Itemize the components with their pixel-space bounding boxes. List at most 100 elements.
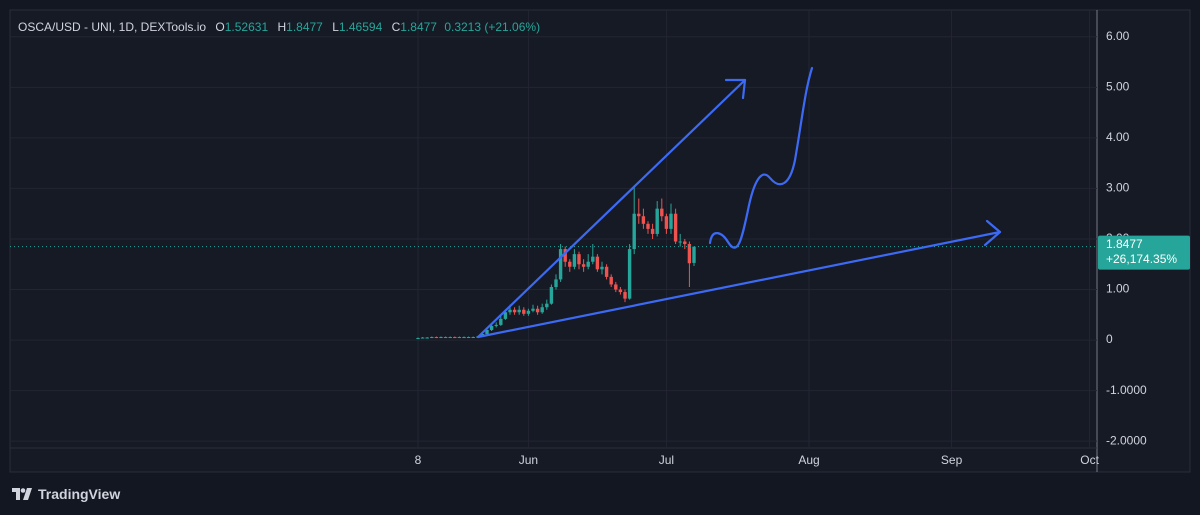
open-value: 1.52631	[224, 20, 269, 34]
symbol: OSCA/USD - UNI, 1D, DEXTools.io	[18, 20, 207, 34]
candle-body	[572, 254, 577, 267]
candle-body	[517, 309, 521, 313]
y-tick-label: 5.00	[1106, 80, 1130, 94]
candle-body	[558, 249, 563, 280]
candle-body	[595, 256, 600, 270]
candle-body	[641, 216, 646, 224]
y-tick-label: -2.0000	[1106, 433, 1147, 447]
x-tick-label: Sep	[941, 453, 963, 467]
candle-body	[489, 325, 494, 330]
candles	[10, 185, 1097, 340]
candle-body	[673, 213, 678, 242]
candle-body	[430, 337, 434, 339]
x-tick-label: 8	[415, 453, 422, 467]
high-value: 1.8477	[286, 20, 323, 34]
trend-line	[476, 230, 1002, 339]
candle-body	[678, 241, 682, 243]
trend-line	[476, 78, 747, 339]
low-key: L	[332, 20, 339, 34]
close-key: C	[391, 20, 401, 34]
candle-body	[646, 223, 650, 229]
candle-body	[535, 308, 540, 313]
candle-body	[655, 208, 659, 234]
candle-body	[462, 337, 466, 339]
candle-body	[554, 279, 558, 287]
candle-body	[627, 249, 632, 299]
candle-body	[494, 324, 498, 326]
x-tick-label: Jul	[659, 453, 674, 467]
change: 0.3213 (+21.06%)	[444, 20, 541, 34]
arrow-head	[983, 219, 1002, 247]
candle-body	[591, 256, 595, 262]
candle-body	[485, 329, 489, 335]
candle-body	[614, 284, 618, 290]
candle-body	[568, 261, 572, 267]
candle-body	[563, 249, 567, 262]
freehand-path	[708, 66, 814, 249]
last-change-label: +26,174.35%	[1106, 252, 1177, 266]
candle-body	[604, 266, 609, 277]
candle-body	[434, 337, 439, 339]
brand-name: TradingView	[38, 486, 121, 502]
candle-body	[448, 337, 452, 339]
candle-body	[531, 308, 535, 311]
candle-body	[420, 337, 425, 339]
candle-body	[443, 337, 448, 339]
candle-body	[466, 337, 471, 339]
brand-logo	[12, 488, 32, 500]
candle-body	[503, 312, 508, 319]
x-tick-label: Jun	[519, 453, 538, 467]
legend: OSCA/USD - UNI, 1D, DEXTools.io O1.52631…	[18, 20, 540, 34]
low-value: 1.46594	[338, 20, 383, 34]
candle-body	[549, 286, 554, 304]
candle-body	[545, 303, 549, 308]
candle-body	[586, 261, 590, 267]
axis: -2.0000-1.000001.002.003.004.005.006.008…	[415, 29, 1190, 467]
candle-body	[609, 276, 613, 285]
candle-body	[650, 228, 655, 234]
candle-body	[687, 244, 692, 264]
candle-body	[632, 213, 636, 250]
candle-body	[600, 266, 604, 270]
candle-body	[540, 307, 544, 313]
brand: TradingView	[12, 486, 120, 502]
candle-body	[425, 337, 429, 339]
candle-body	[439, 337, 443, 339]
y-tick-label: -1.0000	[1106, 383, 1147, 397]
candle-body	[618, 289, 623, 293]
y-tick-label: 0	[1106, 332, 1113, 346]
candle-body	[581, 264, 586, 267]
x-tick-label: Aug	[798, 453, 819, 467]
arrow-head	[724, 78, 747, 100]
chart-pane	[9, 9, 1191, 473]
high-key: H	[277, 20, 287, 34]
candle-body	[637, 213, 641, 217]
candle-body	[669, 213, 673, 229]
candle-body	[692, 246, 696, 263]
candle-body	[522, 309, 526, 314]
drawings	[476, 66, 1002, 339]
candle-body	[623, 292, 627, 299]
candle-body	[499, 318, 503, 325]
candle-body	[471, 337, 475, 339]
last-price-label: 1.8477	[1106, 237, 1143, 251]
candle-body	[664, 216, 669, 229]
candle-body	[526, 310, 531, 314]
y-tick-label: 6.00	[1106, 29, 1130, 43]
candle-body	[508, 309, 512, 313]
y-tick-label: 3.00	[1106, 181, 1130, 195]
candle-body	[416, 338, 420, 340]
candle-body	[577, 254, 581, 265]
y-tick-label: 4.00	[1106, 130, 1130, 144]
x-tick-label: Oct	[1080, 453, 1099, 467]
candle-body	[512, 309, 517, 313]
last-price-box	[1098, 235, 1190, 270]
candle-body	[457, 337, 462, 339]
candle-body	[683, 241, 687, 245]
y-tick-label: 1.00	[1106, 282, 1130, 296]
close-value: 1.8477	[400, 20, 437, 34]
open-key: O	[215, 20, 225, 34]
candle-body	[660, 208, 664, 217]
